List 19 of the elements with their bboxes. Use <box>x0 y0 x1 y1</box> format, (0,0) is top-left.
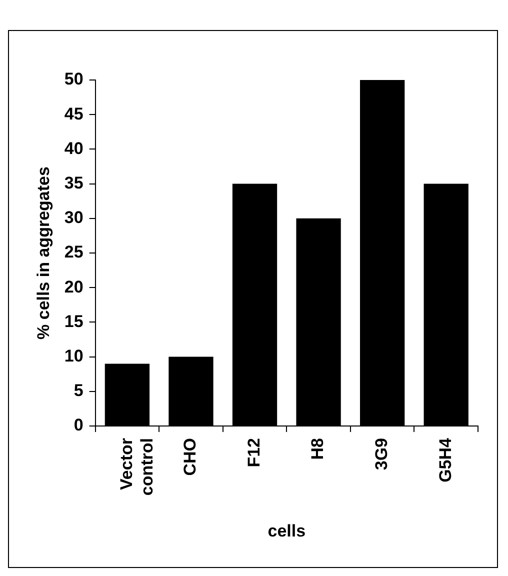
x-tick-label: Vector control <box>116 438 156 496</box>
y-tick-label: 5 <box>74 381 84 400</box>
y-tick-label: 0 <box>74 416 84 435</box>
y-tick-label: 10 <box>64 346 84 366</box>
y-tick-label: 15 <box>64 312 84 331</box>
x-tick-label: F12 <box>244 438 264 468</box>
y-tick-label: 25 <box>64 242 84 262</box>
y-tick-label: 40 <box>64 138 84 158</box>
x-tick-label: 3G9 <box>372 438 392 470</box>
y-axis-title: % cells in aggregates <box>34 166 53 340</box>
y-tick-label: 20 <box>64 277 84 296</box>
y-tick-label: 30 <box>64 208 84 228</box>
y-tick-label: 50 <box>64 70 84 89</box>
x-tick-label: G5H4 <box>436 437 455 482</box>
y-tick-label: 45 <box>64 104 84 124</box>
x-axis-title: cells <box>268 521 306 540</box>
x-tick-label: H8 <box>308 438 328 460</box>
y-tick-label: 35 <box>64 173 84 192</box>
x-tick-label: CHO <box>180 438 200 476</box>
